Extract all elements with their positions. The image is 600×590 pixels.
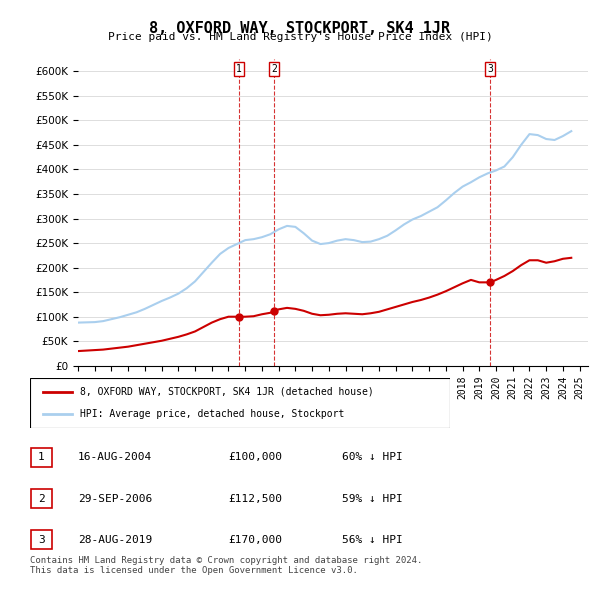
Text: 1: 1 — [38, 453, 45, 462]
Text: 8, OXFORD WAY, STOCKPORT, SK4 1JR (detached house): 8, OXFORD WAY, STOCKPORT, SK4 1JR (detac… — [80, 386, 374, 396]
Text: 1: 1 — [236, 64, 242, 74]
Text: 2: 2 — [271, 64, 277, 74]
Text: 28-AUG-2019: 28-AUG-2019 — [78, 535, 152, 545]
Text: Price paid vs. HM Land Registry's House Price Index (HPI): Price paid vs. HM Land Registry's House … — [107, 32, 493, 42]
Text: 59% ↓ HPI: 59% ↓ HPI — [342, 494, 403, 503]
FancyBboxPatch shape — [31, 489, 52, 508]
Text: £100,000: £100,000 — [228, 453, 282, 462]
Text: Contains HM Land Registry data © Crown copyright and database right 2024.
This d: Contains HM Land Registry data © Crown c… — [30, 556, 422, 575]
FancyBboxPatch shape — [31, 448, 52, 467]
Text: 60% ↓ HPI: 60% ↓ HPI — [342, 453, 403, 462]
Text: £170,000: £170,000 — [228, 535, 282, 545]
Text: 3: 3 — [38, 535, 45, 545]
Text: 3: 3 — [487, 64, 493, 74]
Text: 29-SEP-2006: 29-SEP-2006 — [78, 494, 152, 503]
Text: 8, OXFORD WAY, STOCKPORT, SK4 1JR: 8, OXFORD WAY, STOCKPORT, SK4 1JR — [149, 21, 451, 35]
Text: HPI: Average price, detached house, Stockport: HPI: Average price, detached house, Stoc… — [80, 409, 345, 419]
Text: 16-AUG-2004: 16-AUG-2004 — [78, 453, 152, 462]
FancyBboxPatch shape — [31, 530, 52, 549]
Text: 2: 2 — [38, 494, 45, 503]
FancyBboxPatch shape — [30, 378, 450, 428]
Text: £112,500: £112,500 — [228, 494, 282, 503]
Text: 56% ↓ HPI: 56% ↓ HPI — [342, 535, 403, 545]
